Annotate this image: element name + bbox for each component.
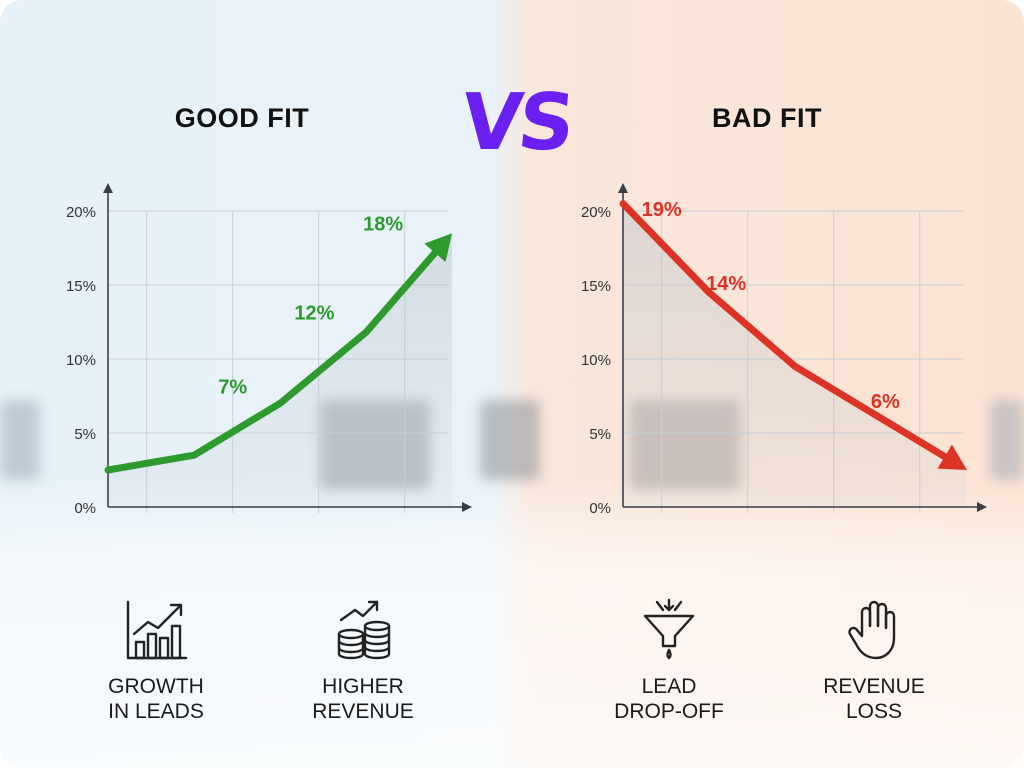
good-fit-chart: 0% 5% 10% 15% 20% 7% 12% 18% <box>66 183 472 517</box>
y-axis-arrow <box>103 183 113 193</box>
y-tick-label: 15% <box>581 278 611 295</box>
feature-revenue-loss: REVENUE LOSS <box>799 598 949 724</box>
data-label: 14% <box>706 273 746 295</box>
y-tick-label: 20% <box>66 204 96 221</box>
good-fit-title: GOOD FIT <box>174 103 310 133</box>
series-arrowhead <box>424 233 452 263</box>
y-tick-label: 5% <box>74 426 96 443</box>
data-label: 6% <box>871 391 900 413</box>
background-table <box>0 480 1024 768</box>
coins-growth-icon <box>337 600 391 660</box>
stop-hand-icon <box>848 600 896 660</box>
series-line <box>104 249 439 474</box>
x-axis-arrow <box>977 502 987 512</box>
y-tick-label: 5% <box>589 426 611 443</box>
background-chair-shape <box>0 400 40 480</box>
bad-fit-chart: 0% 5% 10% 15% 20% 19% 14% 6% <box>581 183 987 517</box>
series-arrowhead <box>937 444 967 470</box>
feature-label: LEAD DROP-OFF <box>614 675 724 723</box>
background-chair-shape <box>480 400 540 480</box>
feature-higher-revenue: HIGHER REVENUE <box>288 598 438 724</box>
funnel-icon <box>643 598 695 660</box>
data-label: 12% <box>294 302 334 324</box>
feature-growth-in-leads: GROWTH IN LEADS <box>81 598 231 724</box>
bar-chart-growth-icon <box>126 600 188 660</box>
y-tick-label: 15% <box>66 278 96 295</box>
area-fill <box>623 203 967 507</box>
x-axis-arrow <box>462 502 472 512</box>
background-chair-shape <box>990 400 1024 480</box>
y-tick-label: 0% <box>589 500 611 517</box>
data-label: 7% <box>218 376 247 398</box>
feature-lead-drop-off: LEAD DROP-OFF <box>594 598 744 724</box>
feature-label: HIGHER REVENUE <box>312 675 414 723</box>
y-tick-label: 0% <box>74 500 96 517</box>
series-line <box>619 200 949 461</box>
data-label: 19% <box>642 199 682 221</box>
y-tick-label: 20% <box>581 204 611 221</box>
y-axis-arrow <box>618 183 628 193</box>
area-fill <box>108 233 452 507</box>
data-label: 18% <box>363 214 403 236</box>
y-tick-label: 10% <box>66 352 96 369</box>
bad-fit-title: BAD FIT <box>712 103 822 133</box>
vs-label: VS <box>457 78 576 168</box>
y-tick-label: 10% <box>581 352 611 369</box>
feature-label: REVENUE LOSS <box>823 675 925 723</box>
feature-label: GROWTH IN LEADS <box>108 675 204 723</box>
